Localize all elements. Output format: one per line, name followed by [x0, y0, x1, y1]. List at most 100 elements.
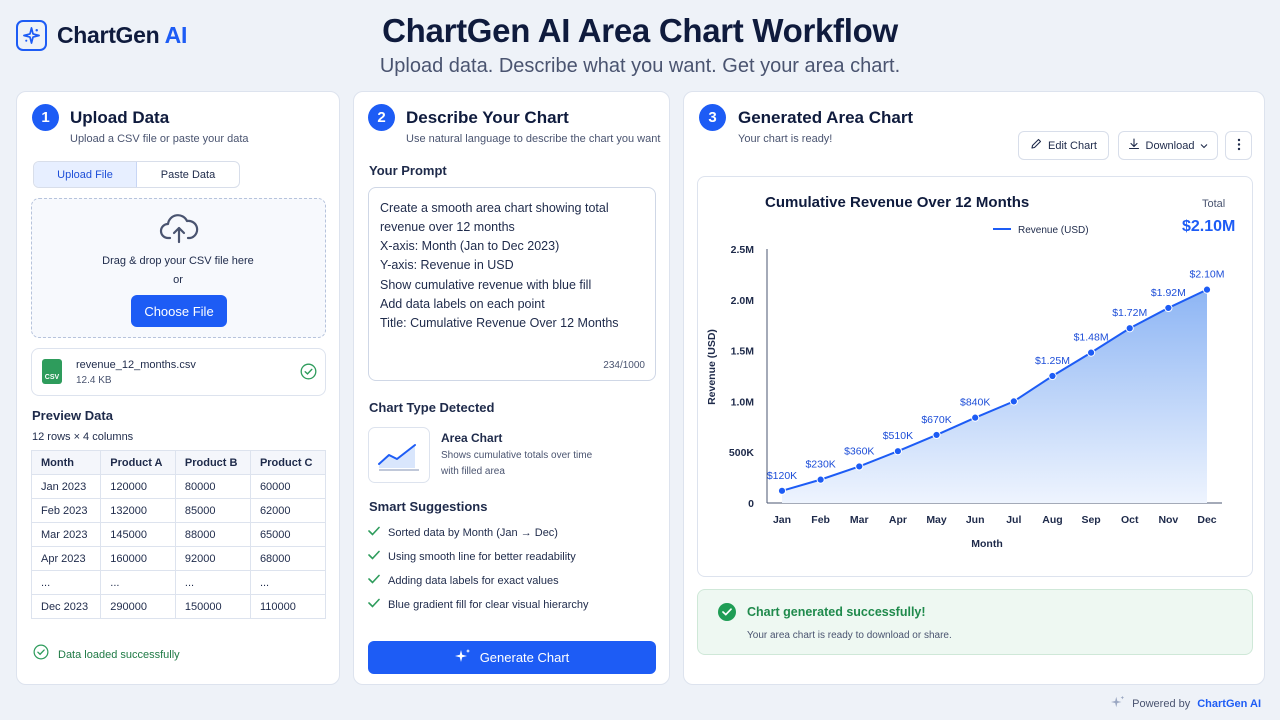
table-cell: ...	[100, 570, 176, 595]
suggestion-item: Using smooth line for better readability	[368, 550, 576, 563]
table-row: Mar 2023 145000 88000 65000	[30, 522, 327, 547]
describe-chart-panel: 2 Describe Your Chart Use natural langua…	[353, 91, 670, 685]
logo-text: ChartGen AI	[57, 22, 188, 48]
table-row: Dec 2023 290000 150000 110000	[30, 594, 327, 619]
x-tick-label: Jan	[773, 514, 791, 526]
data-label: $2.10M	[1189, 269, 1224, 281]
data-point	[1164, 303, 1173, 313]
download-button[interactable]: Download	[1118, 131, 1218, 160]
data-point	[1048, 371, 1057, 381]
check-circle-icon	[718, 603, 736, 621]
table-cell: Jan 2023	[30, 474, 102, 499]
generated-chart-panel: 3 Generated Area Chart Your chart is rea…	[683, 91, 1265, 685]
more-options-button[interactable]	[1225, 131, 1252, 160]
choose-file-button[interactable]: Choose File	[131, 295, 227, 327]
column-header: Product A	[100, 450, 176, 475]
upload-tabs: Upload File Paste Data	[33, 161, 240, 188]
x-tick-label: May	[926, 514, 947, 526]
table-cell: 65000	[249, 522, 327, 547]
chart-title: Cumulative Revenue Over 12 Months	[765, 194, 1029, 211]
data-point	[971, 413, 980, 422]
table-cell: 132000	[100, 498, 176, 523]
y-tick-label: 2.0M	[731, 295, 755, 307]
suggestion-item: Blue gradient fill for clear visual hier…	[368, 598, 589, 611]
page-subtitle: Upload data. Describe what you want. Get…	[379, 55, 901, 77]
chart-type-desc: Shows cumulative totals over time	[441, 450, 593, 461]
table-row: Jan 2023 120000 80000 60000	[30, 474, 327, 499]
y-tick-label: 2.5M	[731, 244, 755, 256]
check-icon	[368, 598, 380, 611]
data-point	[1009, 397, 1018, 406]
table-cell: 60000	[249, 474, 327, 499]
table-cell: Dec 2023	[30, 594, 102, 619]
table-cell: 88000	[174, 522, 251, 547]
data-label: $120K	[767, 470, 797, 482]
prompt-line: Y-axis: Revenue in USD	[380, 258, 514, 272]
char-count: 234/1000	[603, 360, 645, 371]
footer: Powered by ChartGen AI	[1111, 695, 1261, 712]
step-badge-1: 1	[32, 104, 59, 131]
x-tick-label: Apr	[889, 514, 907, 526]
generate-chart-label: Generate Chart	[479, 650, 570, 665]
table-cell: Mar 2023	[30, 522, 102, 547]
prompt-line: Create a smooth area chart showing total	[380, 201, 609, 215]
app-logo[interactable]: ChartGen AI	[16, 20, 187, 51]
table-row: ............	[30, 570, 327, 595]
file-size: 12.4 KB	[76, 375, 112, 386]
footer-prefix: Powered by	[1132, 697, 1191, 710]
check-icon	[368, 574, 380, 587]
upload-data-panel: 1 Upload Data Upload a CSV file or paste…	[16, 91, 340, 685]
kebab-menu-icon	[1237, 138, 1241, 154]
column-header: Product B	[174, 450, 251, 475]
tab-paste-data[interactable]: Paste Data	[160, 168, 216, 181]
data-label: $670K	[921, 414, 951, 426]
status-text: Data loaded successfully	[58, 648, 180, 661]
prompt-textarea[interactable]: Create a smooth area chart showing total…	[368, 187, 656, 381]
dropzone-text: Drag & drop your CSV file here	[102, 255, 254, 267]
success-text: Your area chart is ready to download or …	[747, 630, 952, 641]
x-tick-label: Oct	[1121, 514, 1139, 526]
step-badge-3: 3	[699, 104, 726, 131]
table-cell: 145000	[100, 522, 176, 547]
check-icon	[368, 526, 380, 539]
file-dropzone[interactable]: Drag & drop your CSV file here or Choose…	[31, 198, 326, 338]
legend-label: Revenue (USD)	[1018, 225, 1089, 236]
tab-upload-file[interactable]: Upload File	[34, 162, 137, 187]
prompt-line: Title: Cumulative Revenue Over 12 Months	[380, 316, 619, 330]
prompt-label: Your Prompt	[369, 163, 447, 178]
area-fill	[782, 289, 1207, 503]
area-chart-type-icon	[368, 427, 430, 483]
check-circle-icon	[33, 644, 49, 665]
table-cell: ...	[249, 570, 327, 595]
step-title: Upload Data	[70, 108, 170, 127]
x-tick-label: Dec	[1197, 514, 1216, 526]
preview-meta: 12 rows × 4 columns	[32, 431, 134, 443]
x-tick-label: Nov	[1158, 514, 1178, 526]
x-tick-label: Aug	[1042, 514, 1062, 526]
x-tick-label: Feb	[811, 514, 830, 526]
generate-chart-button[interactable]: Generate Chart	[368, 641, 656, 674]
x-tick-label: Jun	[966, 514, 985, 526]
table-cell: 62000	[249, 498, 327, 523]
series-line	[781, 288, 1208, 492]
data-label: $360K	[844, 445, 874, 457]
edit-chart-button[interactable]: Edit Chart	[1018, 131, 1109, 160]
csv-file-icon: CSV	[42, 359, 62, 384]
x-tick-label: Mar	[850, 514, 869, 526]
table-header-row: Month Product A Product B Product C	[30, 450, 327, 475]
step-subtitle: Your chart is ready!	[738, 133, 833, 145]
prompt-line: revenue over 12 months	[380, 220, 515, 234]
footer-brand[interactable]: ChartGen AI	[1197, 697, 1261, 710]
table-cell: 160000	[100, 546, 176, 571]
step-subtitle: Upload a CSV file or paste your data	[70, 133, 249, 145]
suggestion-item: Adding data labels for exact values	[368, 574, 559, 587]
prompt-line: Add data labels on each point	[380, 297, 545, 311]
preview-title: Preview Data	[32, 408, 113, 423]
table-cell: ...	[30, 570, 102, 595]
table-cell: 150000	[174, 594, 251, 619]
success-banner: Chart generated successfully! Your area …	[697, 589, 1253, 655]
pencil-icon	[1030, 138, 1042, 153]
total-label: Total	[1202, 198, 1225, 210]
prompt-line: X-axis: Month (Jan to Dec 2023)	[380, 239, 560, 253]
step-subtitle: Use natural language to describe the cha…	[406, 133, 661, 145]
